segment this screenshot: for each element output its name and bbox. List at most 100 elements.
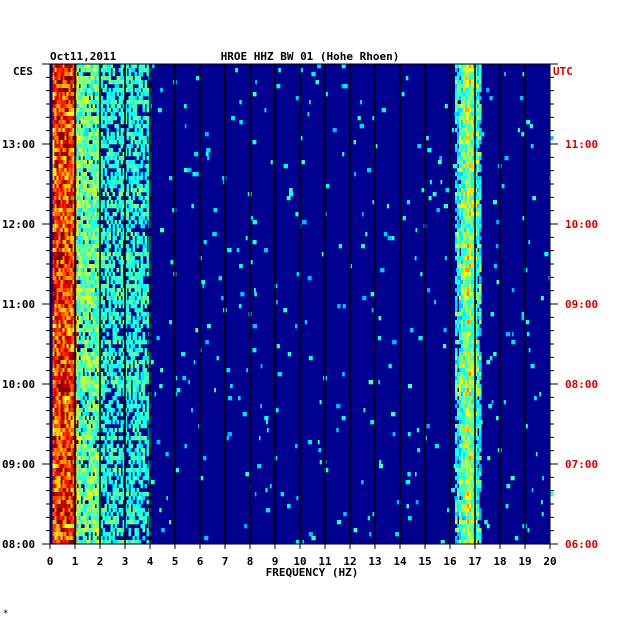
spectrogram-cell — [475, 132, 478, 137]
spectrogram-cell — [82, 268, 86, 273]
spectrogram-cell — [96, 76, 100, 81]
spectrogram-cell — [60, 92, 64, 97]
spectrogram-cell — [471, 184, 474, 189]
spectrogram-cell — [88, 144, 92, 149]
spectrogram-cell — [477, 440, 480, 445]
spectrogram-cell — [461, 116, 464, 121]
spectrogram-cell — [56, 344, 60, 349]
spectrogram-cell — [471, 440, 474, 445]
spectrogram-cell — [461, 344, 464, 349]
spectrogram-cell — [86, 200, 90, 205]
spectrogram-cell — [128, 76, 132, 81]
spectrogram-cell — [479, 296, 482, 301]
spectrogram-cell — [114, 324, 118, 329]
spectrogram-cell — [56, 444, 60, 449]
spectrogram-cell — [130, 168, 134, 173]
spectrogram-cell — [86, 276, 90, 281]
spectrogram-cell — [461, 444, 464, 449]
spectrogram-cell — [94, 424, 98, 429]
spectrogram-cell — [132, 132, 136, 137]
spectrogram-cell — [540, 296, 544, 301]
spectrogram-cell — [138, 348, 142, 353]
spectrogram-cell — [76, 136, 80, 141]
spectrogram-cell — [120, 356, 124, 361]
spectrogram-cell — [138, 404, 142, 409]
spectrogram-cell — [114, 312, 118, 317]
spectrogram-cell — [144, 292, 148, 297]
spectrogram-cell — [467, 64, 470, 69]
spectrogram-cell — [479, 136, 482, 141]
spectrogram-cell — [80, 316, 84, 321]
spectrogram-cell — [94, 324, 98, 329]
spectrogram-cell — [463, 220, 466, 225]
spectrogram-cell — [94, 384, 98, 389]
spectrogram-cell — [124, 372, 128, 377]
spectrogram-cell — [94, 372, 98, 377]
spectrogram-cell — [64, 388, 68, 393]
spectrogram-cell — [64, 204, 68, 209]
spectrogram-cell — [72, 184, 76, 189]
spectrogram-cell — [104, 84, 108, 89]
spectrogram-cell — [134, 76, 138, 81]
spectrogram-cell — [82, 244, 86, 249]
spectrogram-cell — [84, 132, 88, 137]
spectrogram-cell — [56, 92, 60, 97]
spectrogram-cell — [76, 100, 80, 105]
spectrogram-cell — [467, 216, 470, 221]
spectrogram-cell — [126, 388, 130, 393]
spectrogram-cell — [475, 400, 478, 405]
spectrogram-cell — [60, 164, 64, 169]
spectrogram-cell — [68, 428, 72, 433]
spectrogram-cell — [461, 348, 464, 353]
spectrogram-cell — [469, 176, 472, 181]
spectrogram-cell — [126, 208, 130, 213]
spectrogram-cell — [457, 104, 460, 109]
spectrogram-cell — [475, 348, 478, 353]
spectrogram-cell — [140, 436, 144, 441]
spectrogram-cell — [146, 408, 150, 413]
spectrogram-cell — [102, 392, 106, 397]
spectrogram-cell — [463, 272, 466, 277]
spectrogram-cell — [463, 436, 466, 441]
spectrogram-cell — [122, 80, 126, 85]
spectrogram-cell — [78, 304, 82, 309]
spectrogram-cell — [459, 140, 462, 145]
spectrogram-cell — [60, 376, 64, 381]
spectrogram-cell — [276, 84, 281, 89]
spectrogram-cell — [90, 388, 94, 393]
spectrogram-cell — [56, 432, 60, 437]
spectrogram-cell — [62, 124, 66, 129]
spectrogram-cell — [130, 208, 134, 213]
spectrogram-cell — [92, 312, 96, 317]
spectrogram-cell — [60, 260, 64, 265]
spectrogram-cell — [459, 268, 462, 273]
spectrogram-cell — [96, 296, 100, 301]
spectrogram-cell — [62, 232, 66, 237]
spectrogram-cell — [118, 300, 122, 305]
spectrogram-cell — [120, 236, 124, 241]
spectrogram-cell — [378, 316, 382, 321]
spectrogram-cell — [58, 84, 62, 89]
spectrogram-cell — [463, 100, 466, 105]
spectrogram-cell — [84, 264, 88, 269]
spectrogram-cell — [461, 404, 464, 409]
spectrogram-cell — [489, 96, 493, 101]
spectrogram-cell — [76, 168, 80, 173]
spectrogram-cell — [82, 388, 86, 393]
spectrogram-cell — [471, 444, 474, 449]
spectrogram-cell — [128, 68, 132, 73]
spectrogram-cell — [58, 100, 62, 105]
spectrogram-cell — [142, 288, 146, 293]
spectrogram-cell — [110, 220, 114, 225]
spectrogram-cell — [463, 364, 466, 369]
spectrogram-cell — [130, 304, 134, 309]
spectrogram-cell — [60, 412, 64, 417]
spectrogram-cell — [124, 332, 128, 337]
spectrogram-cell — [104, 208, 108, 213]
spectrogram-cell — [64, 248, 68, 253]
spectrogram-cell — [463, 408, 466, 413]
spectrogram-cell — [126, 360, 130, 365]
spectrogram-cell — [68, 412, 72, 417]
spectrogram-cell — [469, 392, 472, 397]
spectrogram-cell — [134, 348, 138, 353]
